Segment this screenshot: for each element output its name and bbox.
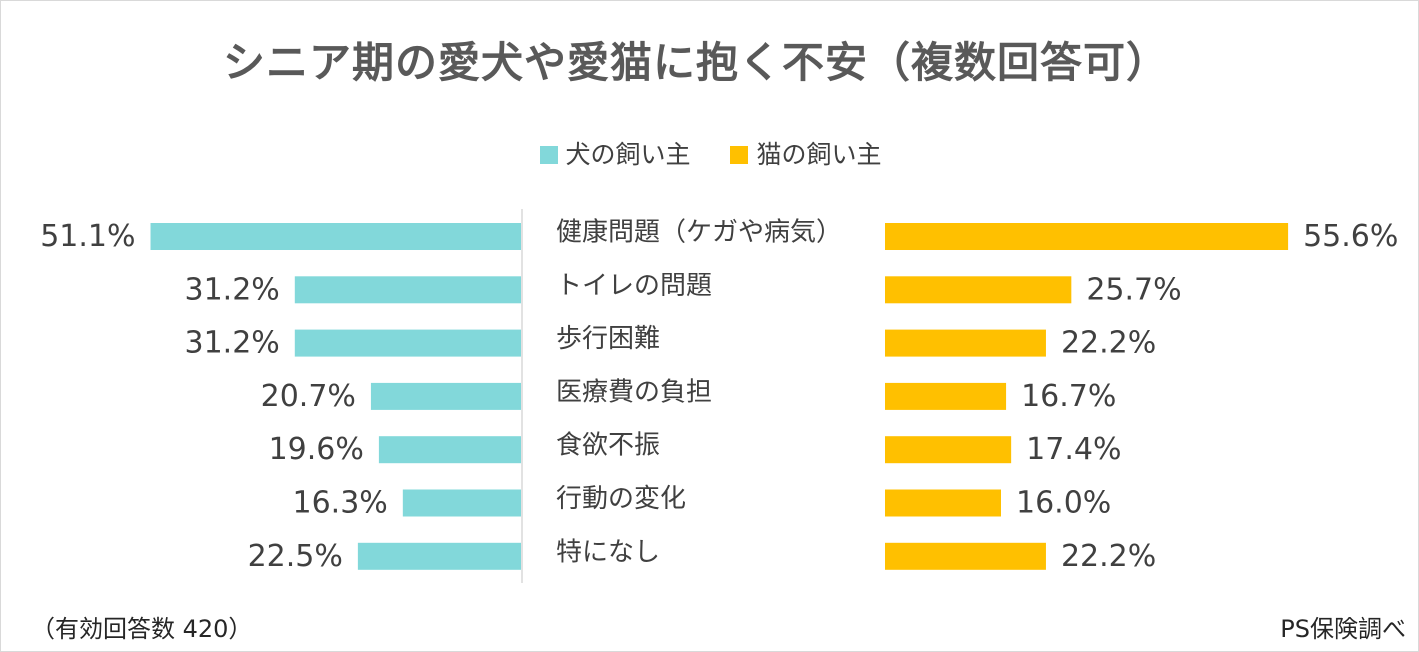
data-label-cat-0: 55.6% <box>1303 219 1398 254</box>
bar-dog-2 <box>294 329 521 357</box>
bar-cat-5 <box>885 489 1001 517</box>
data-label-dog-2: 31.2% <box>184 326 279 361</box>
data-label-cat-6: 22.2% <box>1061 539 1156 574</box>
legend-label-cat: 猫の飼い主 <box>756 140 882 169</box>
category-label-2: 歩行困難 <box>556 324 660 354</box>
bar-cat-0 <box>885 223 1289 250</box>
category-label-0: 健康問題（ケガや病気） <box>556 218 842 248</box>
category-label-3: 医療費の負担 <box>556 377 712 407</box>
legend-item-cat: 猫の飼い主 <box>730 135 881 171</box>
bar-dog-0 <box>150 223 521 250</box>
category-label-1: トイレの問題 <box>556 271 712 301</box>
chart-title: シニア期の愛犬や愛猫に抱く不安（複数回答可） <box>222 38 1169 87</box>
category-label-5: 行動の変化 <box>556 484 686 514</box>
data-label-cat-3: 16.7% <box>1021 379 1116 414</box>
data-label-cat-4: 17.4% <box>1026 432 1121 467</box>
category-label-6: 特になし <box>556 537 660 567</box>
bar-cat-2 <box>885 329 1046 357</box>
bar-cat-4 <box>885 436 1012 464</box>
legend-item-dog: 犬の飼い主 <box>539 135 691 171</box>
bar-dog-3 <box>370 382 521 410</box>
source-note: PS保険調べ <box>1280 615 1406 643</box>
data-label-cat-5: 16.0% <box>1016 486 1111 521</box>
bar-dog-5 <box>402 489 521 517</box>
legend-label-dog: 犬の飼い主 <box>565 140 691 169</box>
data-label-dog-4: 19.6% <box>269 432 364 467</box>
legend-swatch-cat <box>730 146 749 164</box>
data-label-cat-1: 25.7% <box>1086 272 1181 307</box>
data-label-dog-5: 16.3% <box>293 486 388 521</box>
category-label-4: 食欲不振 <box>556 431 660 461</box>
sample-size-note: （有効回答数 420） <box>31 615 253 643</box>
bar-dog-1 <box>294 276 521 304</box>
bar-cat-1 <box>885 276 1072 304</box>
data-label-dog-3: 20.7% <box>261 379 356 414</box>
bar-cat-3 <box>885 382 1007 410</box>
bar-dog-6 <box>357 542 521 570</box>
data-label-cat-2: 22.2% <box>1061 326 1156 361</box>
bar-cat-6 <box>885 542 1046 570</box>
legend-swatch-dog <box>539 146 558 164</box>
data-label-dog-6: 22.5% <box>248 539 343 574</box>
legend: 犬の飼い主 猫の飼い主 <box>1 135 1419 171</box>
data-label-dog-0: 51.1% <box>40 219 135 254</box>
data-label-dog-1: 31.2% <box>184 272 279 307</box>
bar-dog-4 <box>378 436 521 464</box>
